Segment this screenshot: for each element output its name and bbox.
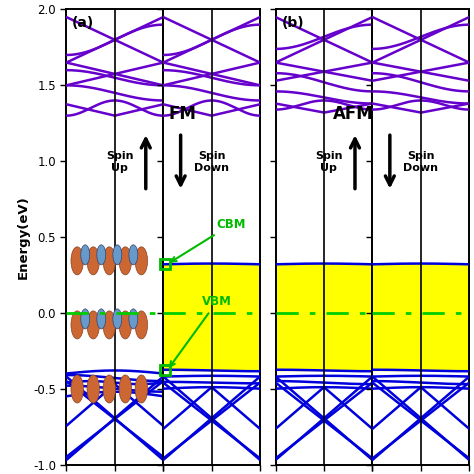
Bar: [373, 264, 469, 371]
Text: CBM: CBM: [172, 218, 246, 262]
Text: (b): (b): [282, 16, 304, 30]
Bar: [163, 264, 260, 371]
Text: Spin
Up: Spin Up: [106, 151, 133, 173]
Y-axis label: Energy(eV): Energy(eV): [17, 195, 30, 279]
Text: AFM: AFM: [333, 105, 374, 123]
Text: VBM: VBM: [170, 295, 232, 366]
Text: FM: FM: [169, 105, 196, 123]
Text: Spin
Down: Spin Down: [194, 151, 229, 173]
Text: Spin
Down: Spin Down: [403, 151, 438, 173]
Text: (a): (a): [72, 16, 94, 30]
Text: Spin
Up: Spin Up: [315, 151, 343, 173]
Bar: [275, 264, 373, 371]
